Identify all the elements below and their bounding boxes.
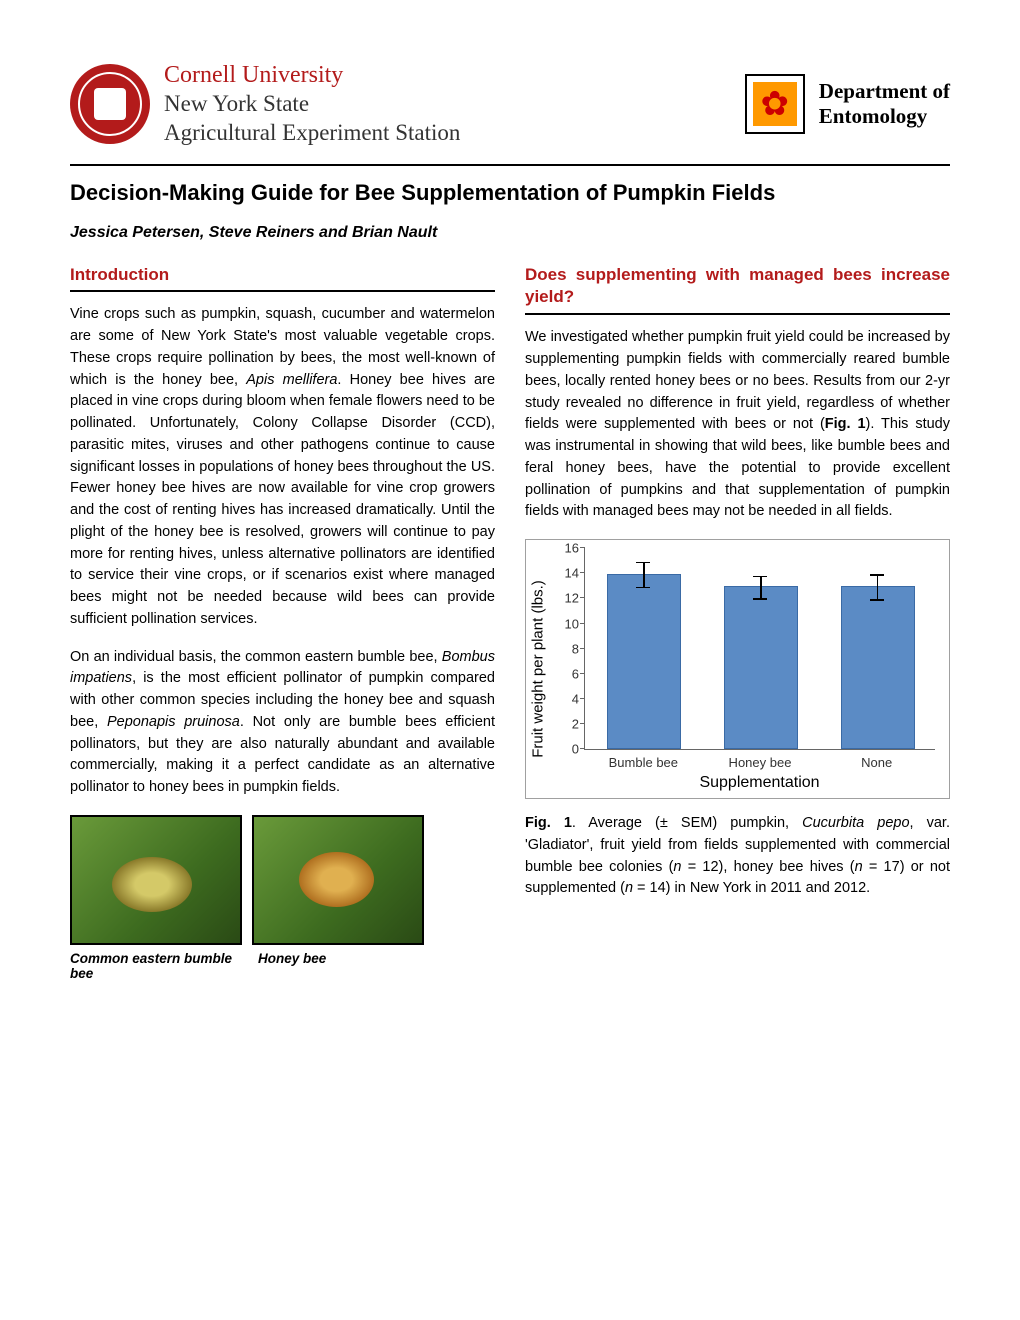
intro-paragraph-2: On an individual basis, the common easte… <box>70 647 495 799</box>
supplementing-paragraph: We investigated whether pumpkin fruit yi… <box>525 327 950 523</box>
department-name: Department of Entomology <box>819 79 950 129</box>
department-logo-icon <box>745 74 805 134</box>
section-heading-introduction: Introduction <box>70 264 495 293</box>
chart-ytick: 10 <box>557 616 579 631</box>
institution-block: Cornell University New York State Agricu… <box>164 60 460 148</box>
chart-ytick: 12 <box>557 591 579 606</box>
content-columns: Introduction Vine crops such as pumpkin,… <box>70 264 950 981</box>
chart-bar <box>607 574 681 749</box>
chart-ytick: 4 <box>557 691 579 706</box>
caption-honey-bee: Honey bee <box>258 951 426 981</box>
right-column: Does supplementing with managed bees inc… <box>525 264 950 981</box>
section-heading-supplementing: Does supplementing with managed bees inc… <box>525 264 950 316</box>
chart-xtick: Honey bee <box>729 755 792 770</box>
photo-row <box>70 815 495 945</box>
photo-bumble-bee <box>70 815 242 945</box>
photo-honey-bee <box>252 815 424 945</box>
chart-ylabel: Fruit weight per plant (lbs.) <box>530 580 547 758</box>
figure-1-caption: Fig. 1. Average (± SEM) pumpkin, Cucurbi… <box>525 813 950 900</box>
institution-line-3: Agricultural Experiment Station <box>164 119 460 148</box>
chart-ytick: 14 <box>557 566 579 581</box>
chart-bar <box>841 586 915 749</box>
left-column: Introduction Vine crops such as pumpkin,… <box>70 264 495 981</box>
chart-ytick: 16 <box>557 541 579 556</box>
photo-caption-row: Common eastern bumble bee Honey bee <box>70 951 495 981</box>
figure-1-chart: Fruit weight per plant (lbs.) 0246810121… <box>525 539 950 799</box>
chart-xlabel: Supplementation <box>584 774 935 792</box>
document-title: Decision-Making Guide for Bee Supplement… <box>70 180 950 206</box>
header-divider <box>70 164 950 166</box>
chart-ytick: 8 <box>557 641 579 656</box>
chart-xtick: Bumble bee <box>609 755 678 770</box>
chart-bar <box>724 586 798 749</box>
department-line-2: Entomology <box>819 104 950 129</box>
institution-line-2: New York State <box>164 90 460 119</box>
institution-line-1: Cornell University <box>164 60 460 90</box>
chart-plot-area: 0246810121416Bumble beeHoney beeNone <box>584 548 935 750</box>
chart-ytick: 2 <box>557 717 579 732</box>
authors-line: Jessica Petersen, Steve Reiners and Bria… <box>70 224 950 242</box>
department-line-1: Department of <box>819 79 950 104</box>
document-header: Cornell University New York State Agricu… <box>70 60 950 148</box>
chart-xtick: None <box>861 755 892 770</box>
cornell-seal-icon <box>70 64 150 144</box>
intro-paragraph-1: Vine crops such as pumpkin, squash, cucu… <box>70 304 495 630</box>
chart-ytick: 0 <box>557 742 579 757</box>
caption-bumble-bee: Common eastern bumble bee <box>70 951 248 981</box>
chart-ytick: 6 <box>557 666 579 681</box>
